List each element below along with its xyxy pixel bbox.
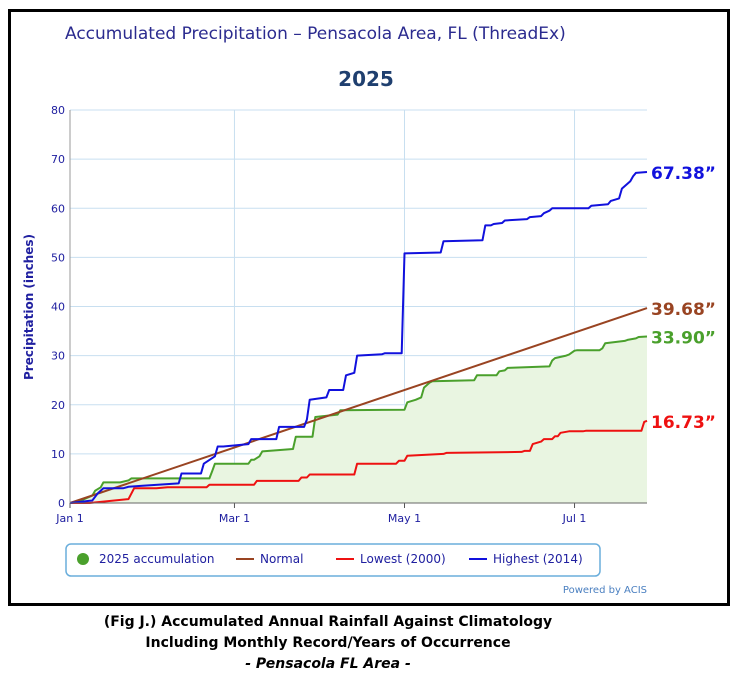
legend-item-label: Highest (2014) <box>493 552 583 566</box>
series-end-label: 33.90” <box>651 328 716 348</box>
caption-line-2: Including Monthly Record/Years of Occurr… <box>145 635 511 651</box>
caption-line-3: - Pensacola FL Area - <box>245 656 411 672</box>
y-tick-label: 40 <box>51 301 65 314</box>
chart-svg: Accumulated Precipitation – Pensacola Ar… <box>22 24 716 596</box>
y-tick-label: 0 <box>58 497 65 510</box>
series-line <box>70 419 648 504</box>
series-layer <box>69 171 648 504</box>
y-axis-label: Precipitation (inches) <box>22 234 36 380</box>
figure-caption: (Fig J.) Accumulated Annual Rainfall Aga… <box>0 612 656 675</box>
series-line <box>69 307 648 504</box>
y-tick-label: 30 <box>51 350 65 363</box>
y-tick-label: 10 <box>51 448 65 461</box>
x-tick-label: Jan 1 <box>55 512 83 525</box>
series-line <box>69 171 648 504</box>
x-tick-label: May 1 <box>388 512 421 525</box>
y-tick-label: 60 <box>51 202 65 215</box>
series-end-label: 39.68” <box>651 300 716 320</box>
x-tick-label: Jul 1 <box>562 512 587 525</box>
y-tick-label: 50 <box>51 251 65 264</box>
end-label-layer: 67.38” 39.68” 33.90” 16.73” <box>651 164 716 433</box>
axis-layer: 0 10 20 30 40 50 60 70 80 Jan 1 Mar 1 May 1 Jul 1 <box>51 104 647 525</box>
y-tick-label: 80 <box>51 104 65 117</box>
series-end-label: 67.38” <box>651 164 716 184</box>
series-line <box>69 335 648 504</box>
y-tick-label: 20 <box>51 399 65 412</box>
chart-frame: Accumulated Precipitation – Pensacola Ar… <box>8 9 730 606</box>
credit-text[interactable]: Powered by ACIS <box>563 585 647 596</box>
x-tick-label: Mar 1 <box>219 512 250 525</box>
legend-item-label: 2025 accumulation <box>99 552 214 566</box>
legend-item-label: Lowest (2000) <box>360 552 446 566</box>
series-end-label: 16.73” <box>651 413 716 433</box>
legend-box <box>65 543 601 577</box>
caption-line-1: (Fig J.) Accumulated Annual Rainfall Aga… <box>103 614 553 630</box>
series-area-fill <box>70 336 647 503</box>
chart-legend: 2025 accumulation Normal Lowest (2000) High… <box>65 543 601 577</box>
fill-layer <box>70 336 647 503</box>
legend-item-label: Normal <box>260 552 303 566</box>
chart-header: Accumulated Precipitation – Pensacola Ar… <box>65 24 566 44</box>
y-tick-label: 70 <box>51 153 65 166</box>
legend-marker <box>77 553 89 565</box>
chart-title: 2025 <box>338 67 394 91</box>
